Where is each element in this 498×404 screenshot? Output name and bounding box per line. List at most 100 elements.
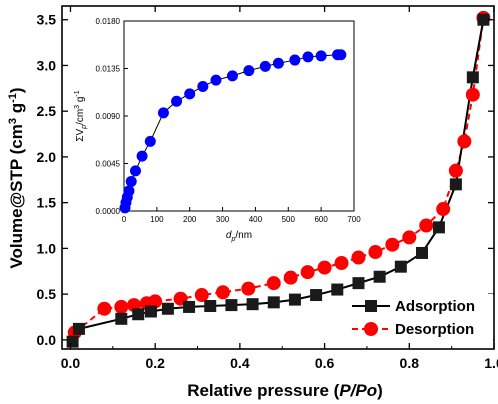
inset-x-tick-label: 0 xyxy=(122,215,127,224)
inset-y-tick-label: 0.0000 xyxy=(96,207,121,216)
adsorption-point xyxy=(72,322,85,335)
main-y-tick-label: 2.0 xyxy=(37,149,57,165)
desorption-point xyxy=(266,276,281,291)
main-axes: 0.0 0.2 0.4 0.6 0.8 1.0 0.0 0.5 1.0 1.5 2.0 2.5 3.0 3… xyxy=(37,5,498,371)
pore-volume-point xyxy=(130,165,141,177)
desorption-point xyxy=(351,250,366,265)
inset-x-tick-label: 100 xyxy=(150,215,164,224)
adsorption-point xyxy=(416,246,428,259)
adsorption-point xyxy=(132,308,145,321)
pore-volume-point xyxy=(184,88,196,100)
desorption-point xyxy=(385,237,400,252)
adsorption-point xyxy=(331,283,344,296)
pore-volume-point xyxy=(259,60,271,72)
pore-volume-point xyxy=(289,54,301,66)
desorption-point xyxy=(334,256,349,271)
inset-y-tick-label: 0.0135 xyxy=(96,65,121,74)
pore-volume-point xyxy=(157,107,169,119)
desorption-point xyxy=(419,218,434,233)
main-x-tick-label: 0.0 xyxy=(61,355,81,371)
adsorption-point xyxy=(66,335,79,348)
main-y-tick-label: 3.0 xyxy=(37,57,57,73)
inset-x-tick-label: 700 xyxy=(347,215,361,224)
legend-adsorption-marker xyxy=(365,300,377,312)
legend-desorption-label: Desorption xyxy=(395,321,474,338)
adsorption-point xyxy=(144,305,157,318)
desorption-point xyxy=(448,163,463,178)
inset-y-tick-label: 0.0045 xyxy=(96,160,121,169)
inset-plot: 0 100 200 300 400 500 600 700 0.0000 0.0045 0.0090… xyxy=(74,17,361,243)
legend-desorption-marker xyxy=(364,322,378,336)
inset-y-axis-title: ΣVp/cm3 g-1 xyxy=(74,90,88,141)
pore-volume-point xyxy=(335,49,347,61)
desorption-point xyxy=(148,294,163,309)
main-series-layer xyxy=(66,10,491,348)
adsorption-point xyxy=(115,312,128,325)
pore-volume-point xyxy=(123,185,135,197)
pore-volume-point xyxy=(243,65,255,77)
inset-x-tick-label: 200 xyxy=(183,215,197,224)
desorption-point xyxy=(114,299,129,314)
main-x-tick-label: 0.4 xyxy=(230,355,250,371)
adsorption-point xyxy=(288,293,301,306)
main-x-tick-label: 1.0 xyxy=(484,355,498,371)
adsorption-point xyxy=(310,289,323,302)
inset-series-layer xyxy=(119,49,347,214)
pore-volume-point xyxy=(302,51,314,63)
main-y-tick-label: 2.5 xyxy=(37,103,57,119)
main-x-tick-label: 0.8 xyxy=(400,355,420,371)
legend-adsorption-label: Adsorption xyxy=(395,298,475,315)
desorption-point xyxy=(317,260,332,275)
desorption-point xyxy=(241,281,256,296)
inset-y-tick-label: 0.0090 xyxy=(96,112,121,121)
pore-volume-point xyxy=(315,50,327,62)
pore-volume-point xyxy=(136,150,148,162)
desorption-point xyxy=(402,230,417,245)
legend: Adsorption Desorption xyxy=(348,294,493,342)
main-y-axis-title: Volume@STP (cm3 g-1) xyxy=(7,87,26,268)
desorption-point xyxy=(215,285,230,300)
pore-volume-point xyxy=(272,57,284,69)
main-x-tick-label: 0.6 xyxy=(315,355,335,371)
inset-y-tick-label: 0.0180 xyxy=(96,17,121,26)
adsorption-point xyxy=(204,300,217,313)
adsorption-point xyxy=(432,221,445,234)
desorption-point xyxy=(300,265,315,280)
adsorption-point xyxy=(161,302,174,315)
inset-x-tick-label: 300 xyxy=(216,215,230,224)
main-y-tick-label: 1.5 xyxy=(37,195,57,211)
desorption-point xyxy=(194,288,209,303)
main-y-tick-label: 1.0 xyxy=(37,240,57,256)
pore-volume-point xyxy=(197,80,209,92)
inset-x-axis-title: dp/nm xyxy=(226,230,252,243)
adsorption-point xyxy=(246,298,259,311)
adsorption-point xyxy=(225,299,238,312)
desorption-point xyxy=(465,87,480,102)
inset-x-tick-label: 600 xyxy=(314,215,328,224)
main-y-tick-label: 0.0 xyxy=(37,332,57,348)
inset-background xyxy=(123,20,355,212)
adsorption-point xyxy=(267,296,280,309)
adsorption-point xyxy=(466,71,479,84)
adsorption-point xyxy=(449,178,462,191)
pore-volume-point xyxy=(171,95,183,107)
desorption-point xyxy=(457,134,472,149)
pore-volume-point xyxy=(144,135,156,147)
pore-volume-point xyxy=(125,175,137,187)
adsorption-point xyxy=(477,13,490,26)
main-x-tick-label: 0.2 xyxy=(145,355,165,371)
adsorption-point xyxy=(183,300,196,313)
main-x-axis-title: Relative pressure (P/Po) xyxy=(187,381,383,400)
inset-x-tick-label: 400 xyxy=(249,215,263,224)
pore-volume-point xyxy=(226,70,238,82)
desorption-point xyxy=(368,245,383,260)
adsorption-point xyxy=(352,277,365,290)
adsorption-point xyxy=(394,260,407,273)
pore-volume-point xyxy=(210,74,222,86)
inset-axes: 0 100 200 300 400 500 600 700 0.0000 0.0045 0.0090… xyxy=(96,17,362,224)
main-plot-frame xyxy=(61,5,495,350)
desorption-point xyxy=(436,202,451,217)
main-y-tick-label: 0.5 xyxy=(37,286,57,302)
adsorption-line xyxy=(71,19,485,343)
